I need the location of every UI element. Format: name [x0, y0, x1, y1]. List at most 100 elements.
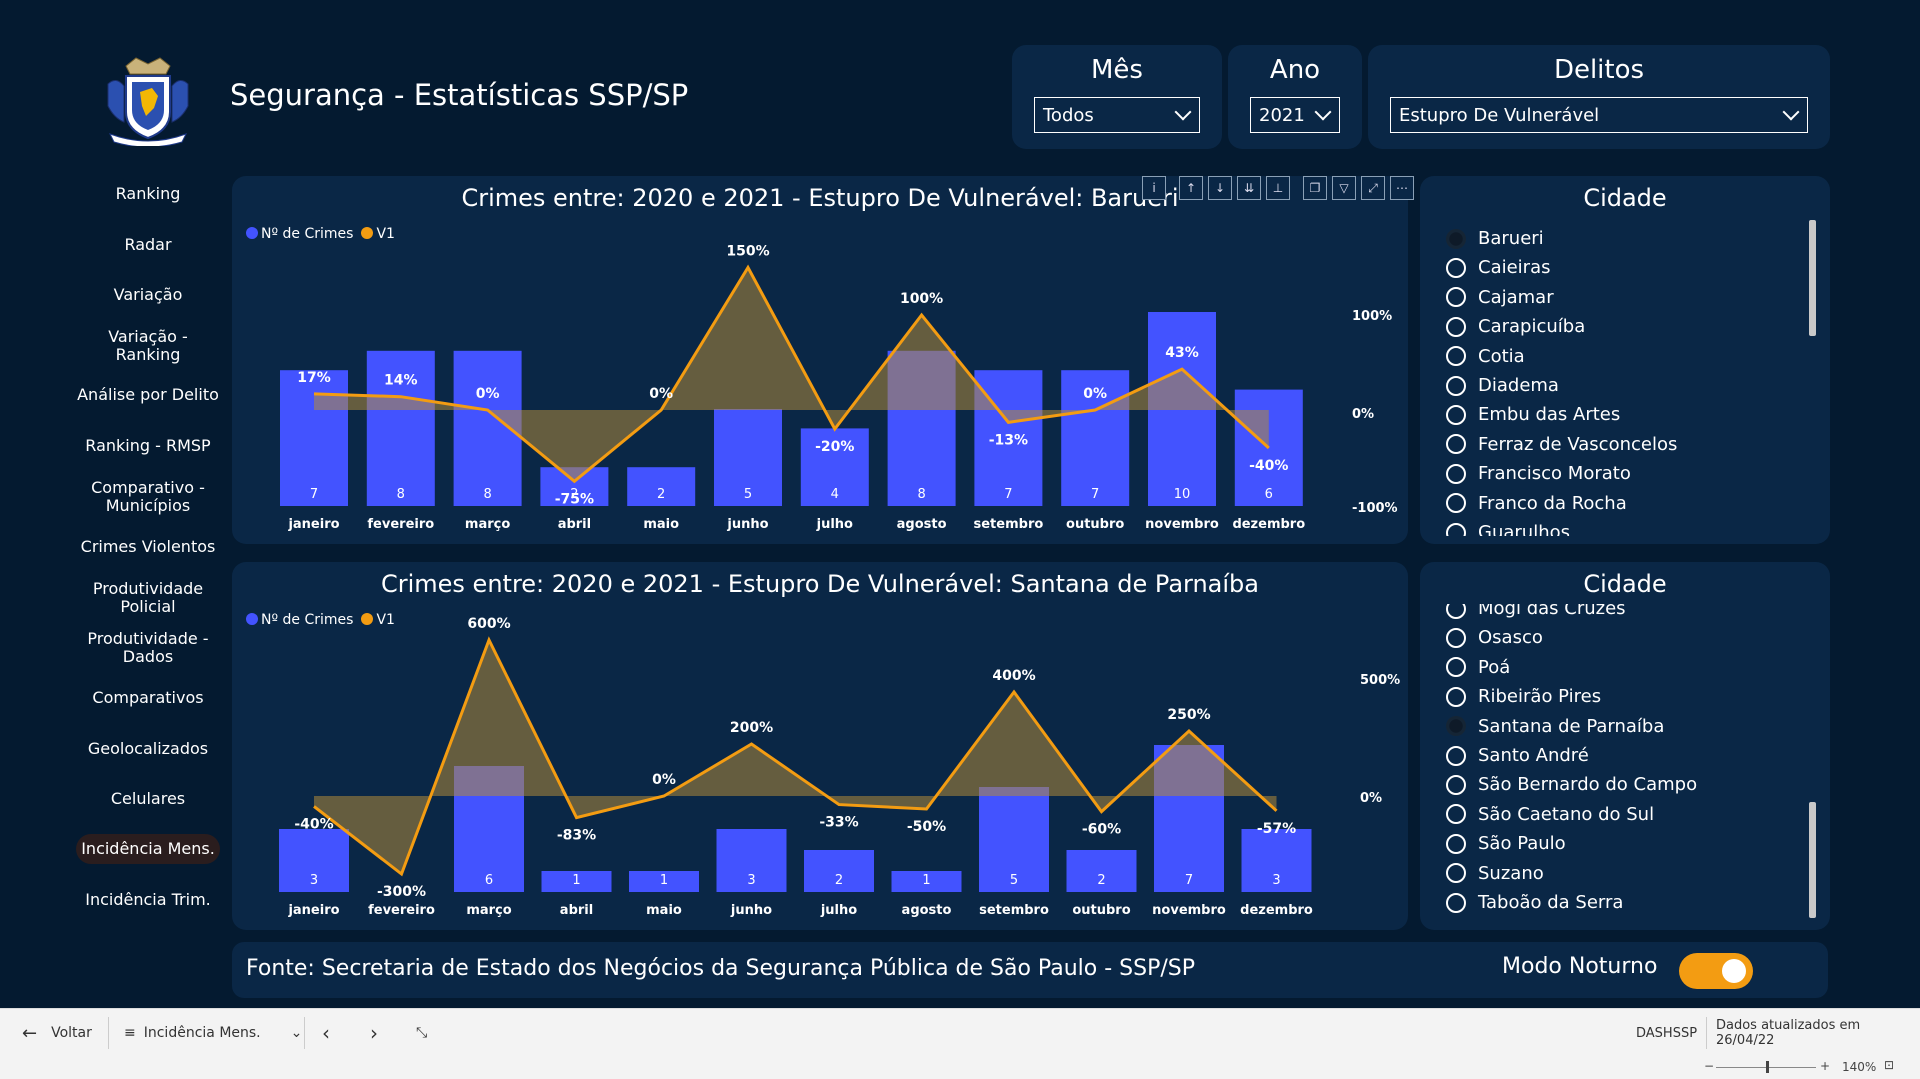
bar-crimes[interactable]	[627, 467, 696, 506]
city-option[interactable]: Caieiras	[1446, 257, 1550, 278]
legend-item-v1: V1	[361, 226, 395, 242]
bar-crimes[interactable]	[279, 829, 349, 892]
more-options-icon[interactable]: ⋯	[1390, 176, 1414, 200]
bar-crimes[interactable]	[979, 787, 1049, 892]
chart-panel-santana[interactable]: Crimes entre: 2020 e 2021 - Estupro De V…	[232, 562, 1408, 930]
collapse-button[interactable]: ⤡	[416, 1009, 427, 1057]
v1-value-label: -60%	[1082, 822, 1121, 838]
nav-celulares[interactable]: Celulares	[110, 789, 186, 808]
legend-dot-icon	[361, 613, 374, 625]
x-axis-tick-label: julho	[820, 903, 857, 918]
drill-up-icon[interactable]: ↑	[1179, 176, 1203, 200]
back-button[interactable]: ← Voltar	[22, 1009, 92, 1057]
crime-select[interactable]: Estupro De Vulnerável	[1390, 97, 1808, 133]
nav-incidencia-mens[interactable]: Incidência Mens.	[76, 834, 220, 864]
year-select[interactable]: 2021	[1250, 97, 1340, 133]
chevron-right-icon: ›	[370, 1021, 378, 1045]
city-option[interactable]: Suzano	[1446, 863, 1544, 884]
previous-page-button[interactable]: ‹	[322, 1009, 330, 1057]
zoom-out-icon[interactable]: −	[1704, 1059, 1715, 1073]
city-option[interactable]: Cajamar	[1446, 287, 1554, 308]
city-option[interactable]: Osasco	[1446, 627, 1543, 648]
bar-crimes[interactable]	[804, 850, 874, 892]
nav-incidencia-trim[interactable]: Incidência Trim.	[85, 890, 211, 909]
info-icon[interactable]: i	[1142, 176, 1166, 200]
v1-line[interactable]	[313, 264, 1270, 484]
nav-crimes-violentos[interactable]: Crimes Violentos	[80, 537, 216, 556]
zoom-in-icon[interactable]: +	[1820, 1059, 1831, 1073]
zoom-slider-handle[interactable]	[1766, 1061, 1769, 1073]
copy-icon[interactable]: ❐	[1303, 176, 1327, 200]
city-option[interactable]: Mogi das Cruzes	[1446, 604, 1626, 619]
v1-line[interactable]	[313, 636, 1278, 877]
city-option[interactable]: São Paulo	[1446, 833, 1566, 854]
scrollbar[interactable]	[1809, 220, 1816, 336]
city-option[interactable]: Embu das Artes	[1446, 404, 1620, 425]
expand-next-level-icon[interactable]: ⇊	[1237, 176, 1261, 200]
nav-comparativos[interactable]: Comparativos	[92, 688, 204, 707]
drill-down-icon[interactable]: ↓	[1208, 176, 1232, 200]
bar-value-label: 2	[657, 487, 665, 502]
back-label: Voltar	[51, 1025, 92, 1041]
page-selector-label: Incidência Mens.	[143, 1025, 261, 1041]
city-option[interactable]: Franco da Rocha	[1446, 493, 1627, 514]
radio-icon	[1446, 257, 1466, 278]
city-option[interactable]: Diadema	[1446, 375, 1559, 396]
radio-icon	[1446, 657, 1466, 678]
bar-crimes[interactable]	[366, 350, 435, 506]
bar-crimes[interactable]	[280, 370, 348, 506]
city-option[interactable]: Santana de Parnaíba	[1446, 716, 1664, 737]
bar-value-label: 5	[744, 487, 752, 502]
city-option[interactable]: Taboão da Serra	[1446, 892, 1623, 913]
filter-icon[interactable]: ▽	[1332, 176, 1356, 200]
legend-item-crimes: Nº de Crimes	[246, 226, 353, 242]
nav-produtividade-dados[interactable]: Produtividade - Dados	[87, 629, 209, 666]
city-option[interactable]: Francisco Morato	[1446, 463, 1631, 484]
bar-crimes[interactable]	[1066, 850, 1137, 892]
nav-geolocalizados[interactable]: Geolocalizados	[87, 739, 209, 758]
city-option[interactable]: Ferraz de Vasconcelos	[1446, 434, 1677, 455]
month-select[interactable]: Todos	[1034, 97, 1200, 133]
fit-to-page-icon[interactable]: ⊡	[1884, 1058, 1895, 1072]
nav-ranking-rmsp[interactable]: Ranking - RMSP	[85, 436, 211, 455]
bar-crimes[interactable]	[714, 409, 782, 506]
city-option[interactable]: Ribeirão Pires	[1446, 686, 1601, 707]
night-mode-toggle[interactable]	[1679, 953, 1753, 989]
report-navigation-bar: ← Voltar ≡ Incidência Mens. ⌄ ‹ › ⤡ DASH…	[0, 1008, 1920, 1056]
scrollbar[interactable]	[1809, 802, 1816, 918]
page-selector[interactable]: ≡ Incidência Mens. ⌄	[124, 1009, 302, 1057]
nav-comparativo-municipios[interactable]: Comparativo - Municípios	[91, 478, 205, 515]
next-page-button[interactable]: ›	[370, 1009, 378, 1057]
expand-all-icon[interactable]: ⊥	[1266, 176, 1290, 200]
city-option[interactable]: São Bernardo do Campo	[1446, 774, 1697, 795]
chart-panel-barueri[interactable]: Crimes entre: 2020 e 2021 - Estupro De V…	[232, 176, 1408, 544]
bar-crimes[interactable]	[1061, 370, 1130, 506]
bar-crimes[interactable]	[629, 871, 699, 892]
nav-variacao[interactable]: Variação	[113, 285, 183, 304]
bar-crimes[interactable]	[1241, 829, 1312, 892]
nav-produtividade-policial[interactable]: Produtividade Policial	[92, 579, 204, 616]
city-option[interactable]: Carapicuíba	[1446, 316, 1585, 337]
bar-value-label: 7	[310, 487, 318, 502]
city-option[interactable]: Barueri	[1446, 228, 1544, 249]
bar-value-label: 7	[1091, 487, 1099, 502]
city-option[interactable]: São Caetano do Sul	[1446, 804, 1654, 825]
nav-radar[interactable]: Radar	[124, 235, 172, 254]
nav-variacao-ranking[interactable]: Variação - Ranking	[108, 327, 188, 364]
city-option[interactable]: Santo André	[1446, 745, 1589, 766]
crime-select-value: Estupro De Vulnerável	[1399, 104, 1600, 126]
city-option[interactable]: Cotia	[1446, 346, 1525, 367]
bar-crimes[interactable]	[716, 829, 787, 892]
city-option[interactable]: Guarulhos	[1446, 522, 1570, 536]
bar-crimes[interactable]	[800, 428, 869, 506]
bar-crimes[interactable]	[541, 871, 612, 892]
nav-ranking[interactable]: Ranking	[115, 184, 181, 203]
chevron-left-icon: ‹	[322, 1021, 330, 1045]
city-option[interactable]: Poá	[1446, 657, 1510, 678]
year-select-value: 2021	[1259, 104, 1305, 126]
bar-crimes[interactable]	[891, 871, 962, 892]
focus-mode-icon[interactable]: ⤢	[1361, 176, 1385, 200]
radio-icon	[1446, 774, 1466, 795]
x-axis-tick-label: janeiro	[287, 903, 339, 918]
nav-analise-delito[interactable]: Análise por Delito	[77, 385, 219, 404]
